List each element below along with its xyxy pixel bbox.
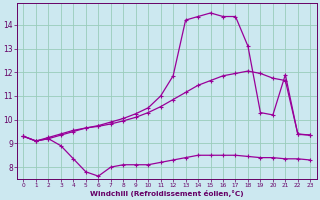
X-axis label: Windchill (Refroidissement éolien,°C): Windchill (Refroidissement éolien,°C) [90, 190, 244, 197]
